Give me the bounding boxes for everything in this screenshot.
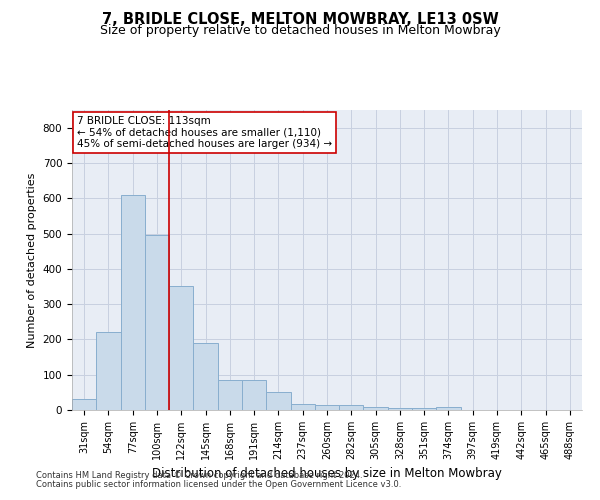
Bar (242, 380, 266, 410)
Text: 7 BRIDLE CLOSE: 113sqm
← 54% of detached houses are smaller (1,110)
45% of semi-: 7 BRIDLE CLOSE: 113sqm ← 54% of detached… (77, 116, 332, 149)
Bar (315, 406, 339, 410)
Text: 7, BRIDLE CLOSE, MELTON MOWBRAY, LE13 0SW: 7, BRIDLE CLOSE, MELTON MOWBRAY, LE13 0S… (101, 12, 499, 28)
X-axis label: Distribution of detached houses by size in Melton Mowbray: Distribution of detached houses by size … (152, 468, 502, 480)
Bar (72, 400, 96, 410)
Bar (145, 236, 169, 410)
Y-axis label: Number of detached properties: Number of detached properties (27, 172, 37, 348)
Bar (290, 404, 315, 410)
Bar (412, 408, 436, 410)
Bar (169, 286, 193, 410)
Bar (193, 343, 218, 410)
Bar (388, 408, 412, 410)
Bar (364, 407, 388, 410)
Text: Size of property relative to detached houses in Melton Mowbray: Size of property relative to detached ho… (100, 24, 500, 37)
Text: Contains public sector information licensed under the Open Government Licence v3: Contains public sector information licen… (36, 480, 401, 489)
Bar (436, 407, 461, 410)
Text: Contains HM Land Registry data © Crown copyright and database right 2024.: Contains HM Land Registry data © Crown c… (36, 471, 362, 480)
Bar (266, 392, 290, 410)
Bar (96, 332, 121, 410)
Bar (339, 406, 364, 410)
Bar (121, 194, 145, 410)
Bar (218, 380, 242, 410)
